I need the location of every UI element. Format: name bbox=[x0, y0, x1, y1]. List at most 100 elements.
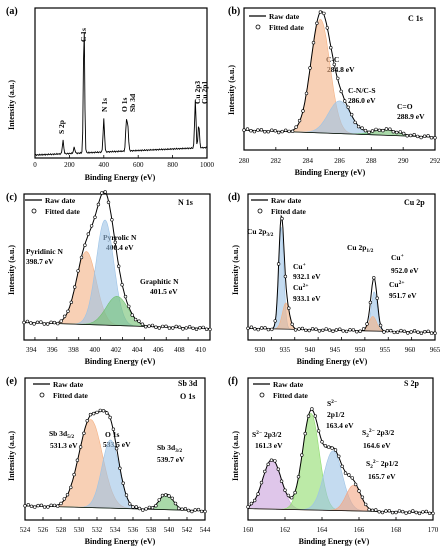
annot-sb3d: Sb 3d bbox=[128, 93, 137, 112]
raw-point bbox=[426, 329, 430, 333]
raw-point bbox=[263, 326, 267, 330]
raw-point bbox=[384, 509, 388, 513]
panel-f-ylabel: Intensity (a.u.) bbox=[231, 431, 240, 481]
raw-point bbox=[134, 505, 139, 509]
raw-point bbox=[45, 322, 50, 326]
raw-point bbox=[333, 448, 338, 452]
annot-co: C=O bbox=[397, 102, 413, 111]
annot-graphitic-ev: 401.5 eV bbox=[150, 287, 178, 296]
raw-point bbox=[368, 300, 373, 305]
annot-cncs-ev: 286.0 eV bbox=[348, 96, 376, 105]
raw-point bbox=[245, 127, 250, 131]
raw-point bbox=[121, 481, 125, 485]
raw-point bbox=[339, 89, 343, 94]
panel-f-title: S 2p bbox=[404, 379, 419, 388]
annot-sb3d32: Sb 3d3/2 bbox=[157, 443, 182, 454]
raw-point bbox=[123, 294, 128, 299]
panel-f-legend: Raw date Fitted date bbox=[253, 380, 308, 400]
raw-point bbox=[88, 412, 93, 417]
raw-point bbox=[140, 322, 145, 326]
raw-point bbox=[314, 327, 318, 331]
raw-point bbox=[405, 134, 409, 138]
panel-f-label: (f) bbox=[228, 376, 238, 387]
raw-point bbox=[294, 125, 298, 129]
raw-point bbox=[144, 507, 148, 511]
raw-point bbox=[382, 330, 386, 334]
annot-o1s-e-ev: 533.5 eV bbox=[103, 440, 131, 449]
survey-line bbox=[34, 32, 208, 157]
panel-a-ylabel: Intensity (a.u.) bbox=[7, 80, 16, 130]
raw-point bbox=[98, 408, 103, 413]
raw-point bbox=[374, 127, 378, 132]
raw-point bbox=[154, 325, 158, 329]
raw-point bbox=[263, 469, 267, 474]
raw-point bbox=[167, 326, 172, 330]
tick-label: 935 bbox=[280, 346, 291, 354]
raw-point bbox=[350, 476, 354, 480]
tick-label: 406 bbox=[153, 346, 164, 354]
panel-e-title-2: O 1s bbox=[180, 392, 195, 401]
raw-point bbox=[266, 130, 270, 134]
raw-point bbox=[186, 508, 191, 513]
raw-point bbox=[419, 331, 424, 335]
raw-point bbox=[358, 329, 362, 333]
tick-label: 960 bbox=[405, 346, 416, 354]
raw-point bbox=[266, 462, 270, 466]
tick-label: 955 bbox=[380, 346, 391, 354]
raw-point bbox=[82, 431, 86, 435]
panel-a: (a) Intensity (a.u.) Binding Energy (eV)… bbox=[6, 6, 215, 182]
panel-b-xlabel: Binding Energy (eV) bbox=[295, 168, 366, 177]
panel-b: (b) Intensity (a.u.) Binding Energy (eV)… bbox=[227, 6, 440, 177]
legend-fitted-marker bbox=[39, 392, 45, 398]
raw-point bbox=[141, 508, 145, 512]
raw-point bbox=[91, 411, 96, 416]
raw-point bbox=[407, 510, 412, 514]
raw-point bbox=[273, 459, 277, 463]
raw-point bbox=[36, 503, 40, 508]
raw-point bbox=[42, 505, 47, 509]
raw-point bbox=[253, 498, 257, 503]
raw-point bbox=[397, 509, 402, 513]
annot-cu-plus-2-ev: 952.0 eV bbox=[391, 266, 419, 275]
raw-point bbox=[111, 427, 116, 431]
raw-point bbox=[270, 327, 274, 332]
raw-point bbox=[429, 136, 434, 140]
tick-label: 534 bbox=[110, 526, 121, 534]
raw-point bbox=[334, 328, 339, 332]
raw-point bbox=[72, 472, 76, 477]
raw-point bbox=[283, 488, 287, 492]
tick-label: 940 bbox=[305, 346, 316, 354]
annot-s22m-32-ev: 164.6 eV bbox=[363, 441, 391, 450]
legend-fitted-marker bbox=[255, 24, 261, 30]
raw-point bbox=[300, 453, 304, 457]
plot-a bbox=[34, 7, 208, 159]
raw-point bbox=[426, 134, 430, 138]
annot-sb3d52: Sb 3d5/2 bbox=[49, 429, 74, 440]
raw-point bbox=[183, 507, 188, 511]
raw-point bbox=[336, 76, 340, 81]
annot-s22m-32: S22− 2p3/2 bbox=[362, 428, 394, 439]
raw-point bbox=[310, 407, 314, 411]
raw-point bbox=[100, 191, 104, 195]
raw-point bbox=[344, 329, 349, 334]
panel-c-xlabel: Binding Energy (eV) bbox=[85, 357, 156, 366]
annot-cu2p3: Cu 2p3 bbox=[193, 81, 202, 104]
raw-point bbox=[69, 485, 73, 490]
raw-point bbox=[252, 129, 257, 134]
raw-point bbox=[263, 130, 267, 134]
raw-point bbox=[26, 503, 30, 507]
raw-point bbox=[39, 320, 43, 324]
raw-point bbox=[350, 112, 354, 117]
raw-point bbox=[311, 40, 316, 45]
tick-label: 1000 bbox=[200, 161, 215, 169]
raw-point bbox=[402, 131, 406, 136]
raw-point bbox=[411, 509, 415, 513]
raw-point bbox=[133, 317, 138, 322]
raw-point bbox=[56, 321, 60, 326]
raw-point bbox=[25, 319, 30, 324]
annot-s2m-32-ev: 161.3 eV bbox=[255, 441, 283, 450]
annot-s22m-12: S22− 2p1/2 bbox=[366, 459, 398, 470]
tick-label: 280 bbox=[239, 157, 250, 165]
raw-point bbox=[137, 319, 141, 323]
